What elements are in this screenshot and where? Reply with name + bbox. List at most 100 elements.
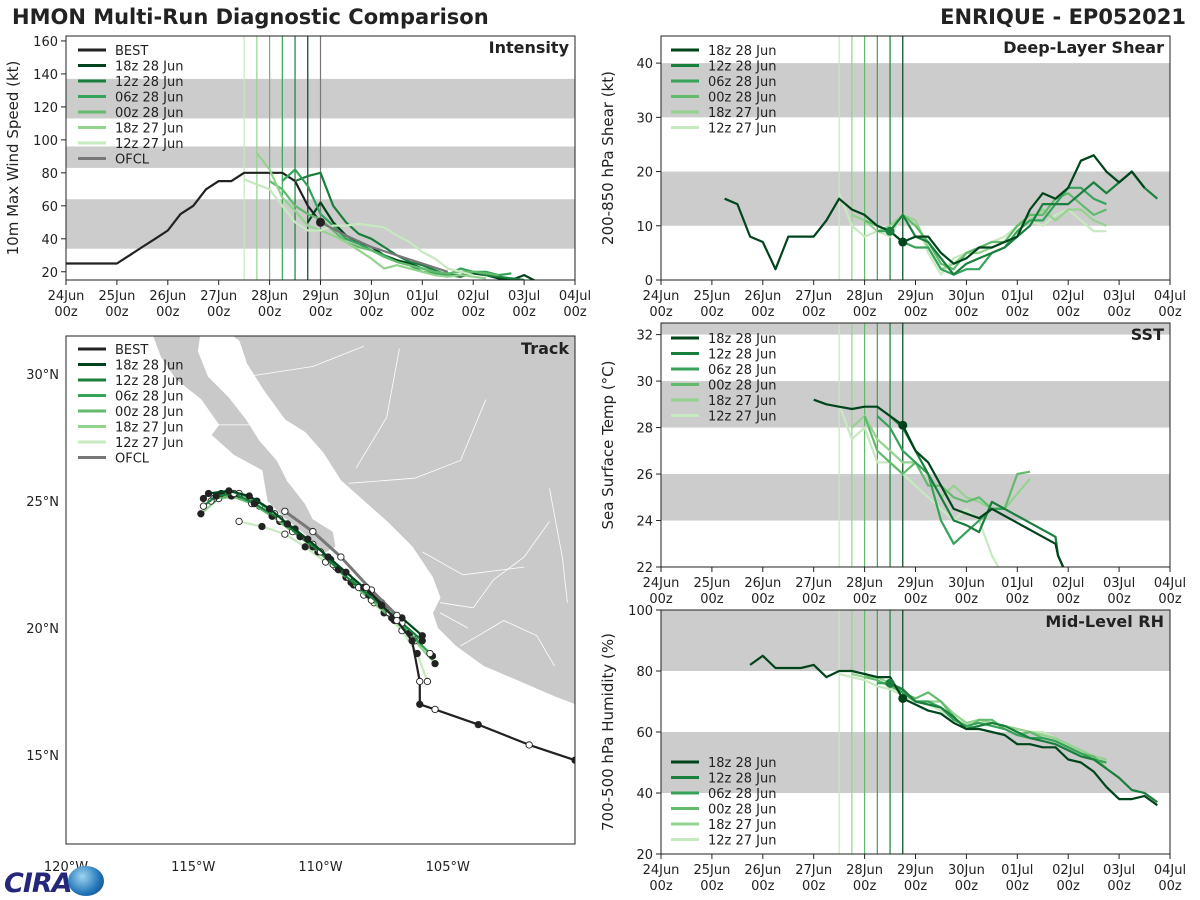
intensity-xtick-day: 04Jul bbox=[559, 289, 591, 304]
intensity-legend-label-12z-27-jun: 12z 27 Jun bbox=[115, 137, 184, 152]
sst-xtick-hour: 00z bbox=[802, 592, 826, 607]
track-line-best bbox=[365, 586, 575, 762]
shear-chart: 01020304024Jun00z25Jun00z26Jun00z27Jun00… bbox=[599, 35, 1186, 320]
sst-xtick-hour: 00z bbox=[955, 592, 979, 607]
sst-line-18z-28-jun bbox=[813, 398, 1065, 567]
rh-xtick-day: 04Jul bbox=[1154, 863, 1186, 878]
intensity-line-best bbox=[66, 171, 322, 265]
rh-xtick-hour: 00z bbox=[904, 879, 928, 894]
track-lat-label: 30°N bbox=[26, 368, 59, 383]
shear-legend-label-18z-28-jun: 18z 28 Jun bbox=[708, 44, 777, 59]
intensity-marker-0 bbox=[316, 217, 325, 227]
sst-xtick-day: 02Jul bbox=[1052, 576, 1084, 591]
track-point-18z-28-jun bbox=[418, 632, 426, 640]
rh-xtick-hour: 00z bbox=[955, 879, 979, 894]
sst-marker-0 bbox=[898, 420, 908, 430]
intensity-ytick-label: 60 bbox=[41, 200, 58, 215]
intensity-xtick-hour: 00z bbox=[309, 305, 333, 320]
sst-xtick-day: 25Jun bbox=[693, 576, 730, 591]
rh-xtick-day: 29Jun bbox=[897, 863, 934, 878]
state-border-7 bbox=[439, 612, 469, 629]
rh-band-1 bbox=[661, 610, 1170, 671]
shear-legend-label-12z-28-jun: 12z 28 Jun bbox=[708, 60, 777, 75]
sst-line-06z-28-jun bbox=[876, 415, 1005, 545]
shear-xtick-day: 28Jun bbox=[846, 289, 883, 304]
rh-line-12z-27-jun bbox=[838, 672, 1107, 764]
intensity-ytick-label: 20 bbox=[41, 266, 58, 281]
shear-series-group bbox=[724, 154, 1159, 276]
shear-line-18z-27-jun bbox=[851, 208, 1107, 271]
rh-line-12z-28-jun bbox=[889, 682, 1158, 803]
shear-xtick-hour: 00z bbox=[1057, 305, 1081, 320]
shear-xtick-hour: 00z bbox=[904, 305, 928, 320]
sst-xtick-day: 04Jul bbox=[1154, 576, 1186, 591]
intensity-xtick-hour: 00z bbox=[54, 305, 78, 320]
rh-marker-0 bbox=[898, 693, 908, 703]
intensity-xtick-hour: 00z bbox=[411, 305, 435, 320]
track-point-06z-28-jun bbox=[426, 649, 434, 658]
rh-xtick-day: 24Jun bbox=[643, 863, 680, 878]
intensity-line-ofcl bbox=[319, 221, 449, 273]
shear-xtick-day: 24Jun bbox=[643, 289, 680, 304]
intensity-line-12z-27-jun bbox=[243, 178, 474, 277]
sst-xtick-hour: 00z bbox=[751, 592, 775, 607]
track-point-12z-28-jun bbox=[199, 502, 208, 510]
intensity-ylabel: 10m Max Wind Speed (kt) bbox=[4, 61, 22, 256]
rh-chart: 2040608010024Jun00z25Jun00z26Jun00z27Jun… bbox=[599, 604, 1186, 894]
intensity-xtick-hour: 00z bbox=[156, 305, 180, 320]
intensity-series-group bbox=[66, 152, 537, 280]
track-point-18z-28-jun bbox=[199, 494, 208, 503]
intensity-legend-label-18z-27-jun: 18z 27 Jun bbox=[115, 122, 184, 137]
rh-ytick-label: 40 bbox=[636, 787, 653, 802]
track-lon-label: 110°W bbox=[298, 860, 342, 875]
shear-xtick-hour: 00z bbox=[1006, 305, 1030, 320]
intensity-ytick-label: 100 bbox=[33, 134, 58, 149]
shear-xtick-hour: 00z bbox=[1107, 305, 1131, 320]
rh-legend-label-18z-28-jun: 18z 28 Jun bbox=[708, 756, 777, 771]
state-border-4 bbox=[440, 521, 550, 609]
sst-band-0 bbox=[661, 474, 1170, 521]
track-point-best bbox=[431, 705, 439, 714]
intensity-xtick-day: 02Jul bbox=[457, 289, 489, 304]
intensity-xtick-hour: 00z bbox=[563, 305, 587, 320]
track-point-best bbox=[393, 616, 401, 625]
rh-ytick-label: 20 bbox=[636, 848, 653, 863]
track-legend-label-06z-28-jun: 06z 28 Jun bbox=[115, 390, 184, 405]
intensity-legend-label-ofcl: OFCL bbox=[115, 153, 150, 168]
sst-xtick-day: 28Jun bbox=[846, 576, 883, 591]
shear-legend-label-06z-28-jun: 06z 28 Jun bbox=[708, 75, 777, 90]
rh-xtick-hour: 00z bbox=[853, 879, 877, 894]
sst-xtick-hour: 00z bbox=[649, 592, 673, 607]
intensity-xtick-day: 26Jun bbox=[149, 289, 186, 304]
intensity-legend-label-18z-28-jun: 18z 28 Jun bbox=[115, 60, 184, 75]
sst-line-12z-27-jun bbox=[838, 403, 1000, 567]
rh-ytick-label: 80 bbox=[636, 665, 653, 680]
track-legend-label-18z-27-jun: 18z 27 Jun bbox=[115, 421, 184, 436]
rh-xtick-hour: 00z bbox=[802, 879, 826, 894]
rh-ytick-label: 60 bbox=[636, 726, 653, 741]
sst-legend-label-18z-27-jun: 18z 27 Jun bbox=[708, 394, 777, 409]
shear-legend-label-12z-27-jun: 12z 27 Jun bbox=[708, 122, 777, 137]
track-point-best bbox=[416, 700, 424, 708]
intensity-xtick-hour: 00z bbox=[105, 305, 129, 320]
track-point-best bbox=[362, 583, 370, 592]
shear-xtick-hour: 00z bbox=[955, 305, 979, 320]
sst-xtick-day: 29Jun bbox=[897, 576, 934, 591]
mexico-mainland-land bbox=[231, 336, 575, 706]
sst-xtick-day: 24Jun bbox=[643, 576, 680, 591]
rh-marker-1 bbox=[885, 678, 895, 688]
sst-title: SST bbox=[1131, 325, 1164, 344]
track-point-best bbox=[474, 720, 482, 729]
intensity-ytick-label: 40 bbox=[41, 233, 58, 248]
cira-logo: CIRA bbox=[4, 868, 73, 899]
track-point-18z-28-jun bbox=[225, 487, 233, 495]
shear-xtick-day: 01Jul bbox=[1001, 289, 1033, 304]
rh-xtick-day: 02Jul bbox=[1052, 863, 1084, 878]
track-point-12z-27-jun bbox=[301, 543, 309, 551]
sst-xtick-day: 03Jul bbox=[1103, 576, 1135, 591]
storm-title: ENRIQUE - EP052021 bbox=[940, 5, 1186, 29]
track-point-18z-28-jun bbox=[342, 568, 350, 576]
shear-ytick-label: 40 bbox=[636, 57, 653, 72]
track-point-18z-28-jun bbox=[283, 520, 292, 528]
